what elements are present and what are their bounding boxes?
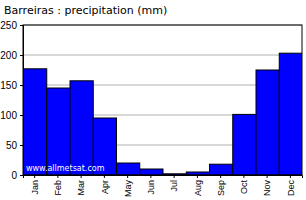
x-tick-label: Oct bbox=[239, 180, 249, 195]
x-tick-mark bbox=[150, 175, 151, 178]
x-axis-line bbox=[24, 176, 303, 179]
bar bbox=[279, 53, 302, 175]
x-tick: Mar bbox=[76, 175, 86, 196]
bar bbox=[117, 163, 140, 175]
y-tick-mark bbox=[20, 175, 23, 176]
x-tick-label: Apr bbox=[100, 180, 110, 194]
x-tick-mark bbox=[34, 175, 35, 178]
y-tick-label: 50 bbox=[6, 140, 18, 151]
bar bbox=[210, 164, 233, 175]
plot-frame bbox=[23, 25, 302, 175]
x-tick-label: May bbox=[123, 180, 133, 198]
x-tick-label: Mar bbox=[76, 180, 86, 196]
y-tick-mark bbox=[20, 25, 23, 26]
y-tick: 50 bbox=[6, 140, 23, 151]
x-tick: Jan bbox=[30, 175, 40, 195]
y-tick-mark bbox=[20, 85, 23, 86]
x-tick: Nov bbox=[262, 175, 272, 196]
y-tick: 0 bbox=[11, 170, 23, 181]
x-tick: Oct bbox=[239, 175, 249, 194]
x-tick-mark bbox=[81, 175, 82, 178]
plot-background bbox=[23, 25, 302, 175]
x-tick: Aug bbox=[193, 175, 203, 196]
x-tick: Feb bbox=[53, 175, 63, 196]
chart: 0 50 100 150 200 250 Jan Feb Mar Apr May Jun Jul Aug S… bbox=[0, 0, 306, 200]
x-tick-label: Jul bbox=[169, 180, 179, 192]
x-tick: Sep bbox=[216, 175, 226, 196]
bar bbox=[24, 69, 47, 175]
y-tick: 250 bbox=[0, 20, 23, 31]
x-tick: May bbox=[123, 175, 133, 197]
x-tick-mark bbox=[267, 175, 268, 178]
y-tick-label: 0 bbox=[11, 170, 17, 181]
x-tick-label: Jan bbox=[30, 180, 40, 195]
x-axis: Jan Feb Mar Apr May Jun Jul Aug Sep Oct Nov Dec bbox=[24, 175, 303, 197]
y-tick-mark bbox=[20, 115, 23, 116]
x-tick-mark bbox=[290, 175, 291, 178]
x-tick-mark bbox=[243, 175, 244, 178]
grid bbox=[23, 25, 302, 175]
bar bbox=[47, 88, 70, 175]
y-tick-label: 250 bbox=[0, 20, 17, 31]
y-tick-label: 150 bbox=[0, 80, 17, 91]
annotation: www.allmetsat.com bbox=[26, 164, 105, 173]
x-tick-mark bbox=[57, 175, 58, 178]
y-tick: 100 bbox=[0, 110, 23, 121]
x-tick-mark bbox=[197, 175, 198, 178]
bar bbox=[256, 70, 279, 175]
x-tick: Apr bbox=[100, 175, 110, 194]
y-tick-label: 100 bbox=[0, 110, 17, 121]
x-tick-label: Jun bbox=[146, 180, 156, 195]
y-axis-line bbox=[20, 26, 24, 176]
y-tick: 150 bbox=[0, 80, 23, 91]
y-tick-label: 200 bbox=[0, 50, 17, 61]
y-tick-mark bbox=[20, 145, 23, 146]
x-tick-mark bbox=[104, 175, 105, 178]
bar bbox=[70, 81, 93, 175]
grid-line bbox=[23, 55, 302, 56]
x-tick-label: Feb bbox=[53, 180, 63, 196]
bar bbox=[140, 169, 163, 175]
x-tick-label: Aug bbox=[193, 180, 203, 196]
x-tick: Jun bbox=[146, 175, 156, 195]
plot: 0 50 100 150 200 250 Jan Feb Mar Apr May Jun Jul Aug S… bbox=[0, 20, 302, 197]
x-tick-label: Nov bbox=[262, 180, 272, 197]
x-tick-label: Dec bbox=[286, 180, 296, 197]
y-axis: 0 50 100 150 200 250 bbox=[0, 20, 23, 181]
bars bbox=[24, 53, 303, 175]
x-tick: Jul bbox=[169, 175, 179, 192]
x-tick: Dec bbox=[286, 175, 296, 196]
x-tick-mark bbox=[127, 175, 128, 178]
y-tick-mark bbox=[20, 55, 23, 56]
x-tick-mark bbox=[220, 175, 221, 178]
title: Barreiras : precipitation (mm) bbox=[4, 4, 167, 17]
bar bbox=[233, 114, 256, 175]
x-tick-mark bbox=[174, 175, 175, 178]
y-tick: 200 bbox=[0, 50, 23, 61]
x-tick-label: Sep bbox=[216, 180, 226, 196]
